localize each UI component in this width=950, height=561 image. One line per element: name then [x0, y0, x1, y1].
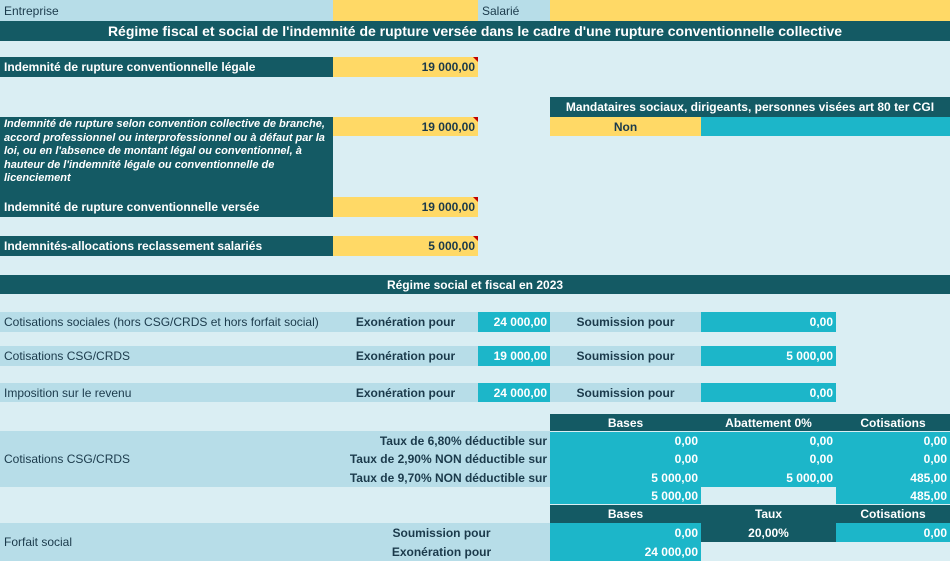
indemnite-versee-value[interactable]: 19 000,00: [333, 197, 478, 217]
csg-row-abattement: 0,00: [701, 432, 836, 450]
indemnite-legale-value[interactable]: 19 000,00: [333, 57, 478, 77]
indemnite-versee-label: Indemnité de rupture conventionnelle ver…: [0, 197, 333, 217]
csg-label: Cotisations CSG/CRDS: [0, 431, 333, 487]
exoneration-value: 24 000,00: [478, 312, 550, 332]
exoneration-label: Exonération pour: [333, 312, 478, 332]
csg-row-bases: 0,00: [550, 432, 701, 450]
soumission-value: 0,00: [701, 383, 836, 402]
csg-row-abattement: 0,00: [701, 450, 836, 468]
csg-row-label: Taux de 6,80% déductible sur: [333, 432, 550, 450]
csg-row-cotisations: 0,00: [836, 450, 950, 468]
salarie-label: Salarié: [478, 0, 550, 21]
csg-row-cotisations: 0,00: [836, 432, 950, 450]
forfait-label: Forfait social: [0, 523, 333, 561]
csg-header-bases: Bases: [550, 414, 701, 431]
csg-row-label: Taux de 9,70% NON déductible sur: [333, 468, 550, 487]
entreprise-input[interactable]: [333, 0, 478, 21]
exoneration-value: 19 000,00: [478, 346, 550, 366]
regime-row-label: Cotisations CSG/CRDS: [0, 346, 333, 366]
soumission-value: 5 000,00: [701, 346, 836, 366]
entreprise-label: Entreprise: [0, 0, 333, 21]
csg-header-abattement: Abattement 0%: [701, 414, 836, 431]
mandataires-fill: [701, 117, 950, 136]
csg-row-bases: 0,00: [550, 450, 701, 468]
salarie-input[interactable]: [550, 0, 950, 21]
soumission-label: Soumission pour: [550, 383, 701, 402]
soumission-value: 0,00: [701, 312, 836, 332]
regime-row-label: Imposition sur le revenu: [0, 383, 333, 402]
regime-row-label: Cotisations sociales (hors CSG/CRDS et h…: [0, 312, 333, 332]
forfait-soumission-base: 0,00: [550, 523, 701, 542]
csg-row-abattement: 5 000,00: [701, 468, 836, 487]
exoneration-value: 24 000,00: [478, 383, 550, 402]
csg-header-cotisations: Cotisations: [836, 414, 950, 431]
forfait-exoneration-label: Exonération pour: [333, 542, 550, 561]
indemnite-legale-label: Indemnité de rupture conventionnelle lég…: [0, 57, 333, 77]
soumission-label: Soumission pour: [550, 312, 701, 332]
exoneration-label: Exonération pour: [333, 383, 478, 402]
csg-total-cotisations: 485,00: [836, 487, 950, 504]
forfait-soumission-label: Soumission pour: [333, 523, 550, 542]
forfait-header-taux: Taux: [701, 505, 836, 523]
exoneration-label: Exonération pour: [333, 346, 478, 366]
mandataires-value[interactable]: Non: [550, 117, 701, 136]
csg-row-bases: 5 000,00: [550, 468, 701, 487]
reclassement-value[interactable]: 5 000,00: [333, 236, 478, 256]
csg-total-bases: 5 000,00: [550, 487, 701, 504]
indemnite-convention-value[interactable]: 19 000,00: [333, 117, 478, 136]
reclassement-label: Indemnités-allocations reclassement sala…: [0, 236, 333, 256]
forfait-taux: 20,00%: [701, 523, 836, 542]
mandataires-label: Mandataires sociaux, dirigeants, personn…: [550, 97, 950, 117]
csg-row-label: Taux de 2,90% NON déductible sur: [333, 450, 550, 468]
csg-row-cotisations: 485,00: [836, 468, 950, 487]
main-title: Régime fiscal et social de l'indemnité d…: [0, 21, 950, 41]
forfait-exoneration-base: 24 000,00: [550, 542, 701, 561]
indemnite-convention-label: Indemnité de rupture selon convention co…: [0, 117, 333, 197]
forfait-header-bases: Bases: [550, 505, 701, 523]
regime-title: Régime social et fiscal en 2023: [0, 275, 950, 294]
soumission-label: Soumission pour: [550, 346, 701, 366]
forfait-cotisations: 0,00: [836, 523, 950, 542]
forfait-header-cotisations: Cotisations: [836, 505, 950, 523]
